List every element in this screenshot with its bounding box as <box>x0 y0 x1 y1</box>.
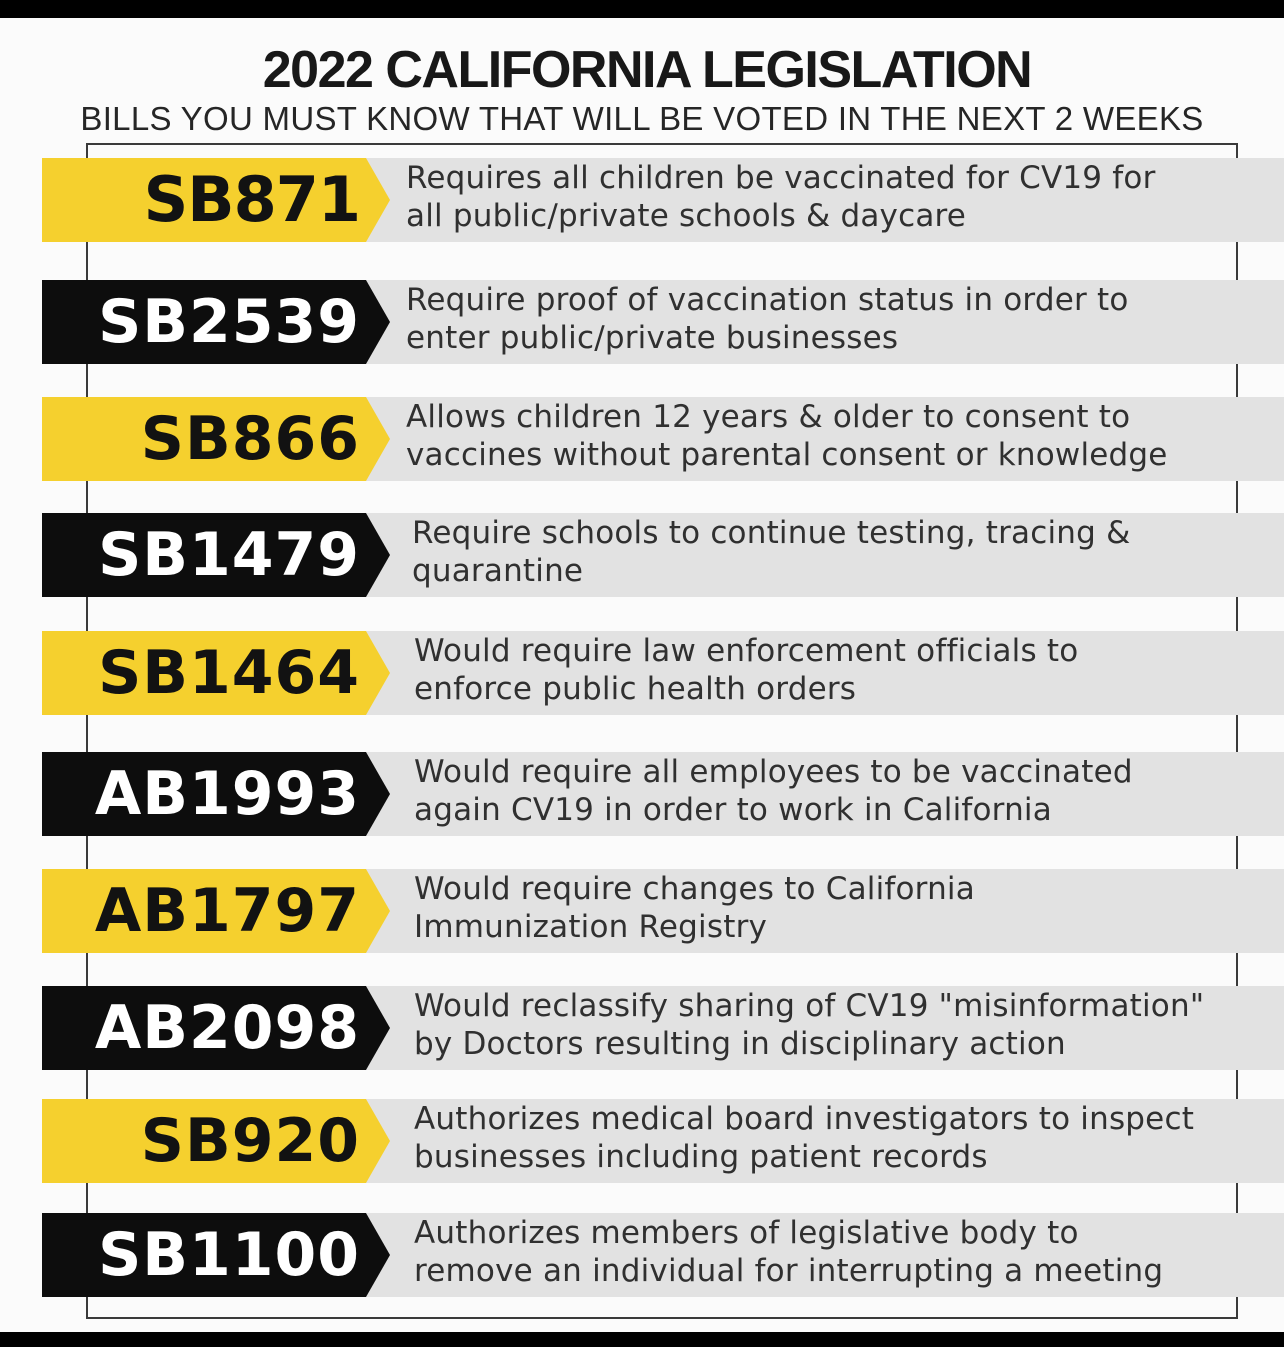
bill-description: Would require all employees to be vaccin… <box>414 754 1133 828</box>
bill-description: Would reclassify sharing of CV19 "misinf… <box>414 988 1205 1062</box>
bill-tag: SB2539 <box>42 280 390 364</box>
bill-row-background <box>362 397 1284 481</box>
bill-number: AB1797 <box>94 876 360 946</box>
top-border-bar <box>0 0 1284 18</box>
bill-number: SB1464 <box>98 638 360 708</box>
bill-tag: AB2098 <box>42 986 390 1070</box>
bill-row: SB871 Requires all children be vaccinate… <box>42 158 1284 242</box>
bill-number: SB871 <box>143 163 361 236</box>
bill-number: SB920 <box>140 1106 360 1176</box>
bill-row-background <box>362 631 1284 715</box>
bill-tag: SB866 <box>42 397 390 481</box>
bill-description: Require proof of vaccination status in o… <box>406 282 1129 356</box>
bill-tag: SB920 <box>42 1099 390 1183</box>
bill-row: SB1479 Require schools to continue testi… <box>42 513 1284 597</box>
bill-row-background <box>362 869 1284 953</box>
bill-row-background <box>362 280 1284 364</box>
bill-row: AB1993 Would require all employees to be… <box>42 752 1284 836</box>
bill-row-background <box>362 158 1284 242</box>
bill-row-background <box>362 752 1284 836</box>
bill-row: AB1797 Would require changes to Californ… <box>42 869 1284 953</box>
bill-row: SB866 Allows children 12 years & older t… <box>42 397 1284 481</box>
bill-description: Require schools to continue testing, tra… <box>412 515 1131 589</box>
bill-number: SB1100 <box>98 1220 360 1290</box>
bill-description: Authorizes members of legislative body t… <box>414 1215 1164 1289</box>
bill-tag: SB1100 <box>42 1213 390 1297</box>
bill-number: SB1479 <box>98 520 360 590</box>
bill-row: SB1100 Authorizes members of legislative… <box>42 1213 1284 1297</box>
bill-description: Authorizes medical board investigators t… <box>414 1101 1195 1175</box>
bill-description: Allows children 12 years & older to cons… <box>406 399 1168 473</box>
page-subtitle: BILLS YOU MUST KNOW THAT WILL BE VOTED I… <box>80 100 1204 137</box>
bill-row: SB2539 Require proof of vaccination stat… <box>42 280 1284 364</box>
bill-row: AB2098 Would reclassify sharing of CV19 … <box>42 986 1284 1070</box>
bill-row-background <box>362 986 1284 1070</box>
bill-description: Would require law enforcement officials … <box>414 633 1079 707</box>
bill-description: Requires all children be vaccinated for … <box>406 160 1156 234</box>
bill-row-background <box>362 1213 1284 1297</box>
bill-number: SB2539 <box>98 287 360 357</box>
bottom-border-bar <box>0 1332 1284 1347</box>
bill-tag: SB871 <box>42 158 390 242</box>
bill-description: Would require changes to California Immu… <box>414 871 975 945</box>
bill-tag: AB1993 <box>42 752 390 836</box>
bill-number: AB1993 <box>94 759 360 829</box>
bill-row: SB1464 Would require law enforcement off… <box>42 631 1284 715</box>
bill-tag: SB1479 <box>42 513 390 597</box>
bill-tag: AB1797 <box>42 869 390 953</box>
page-title: 2022 CALIFORNIA LEGISLATION <box>262 41 1033 99</box>
bill-row-background <box>362 1099 1284 1183</box>
bill-number: SB866 <box>140 404 360 474</box>
list-frame <box>86 143 1238 1319</box>
bill-number: AB2098 <box>94 993 360 1063</box>
bill-tag: SB1464 <box>42 631 390 715</box>
bill-row-background <box>362 513 1284 597</box>
bill-row: SB920 Authorizes medical board investiga… <box>42 1099 1284 1183</box>
